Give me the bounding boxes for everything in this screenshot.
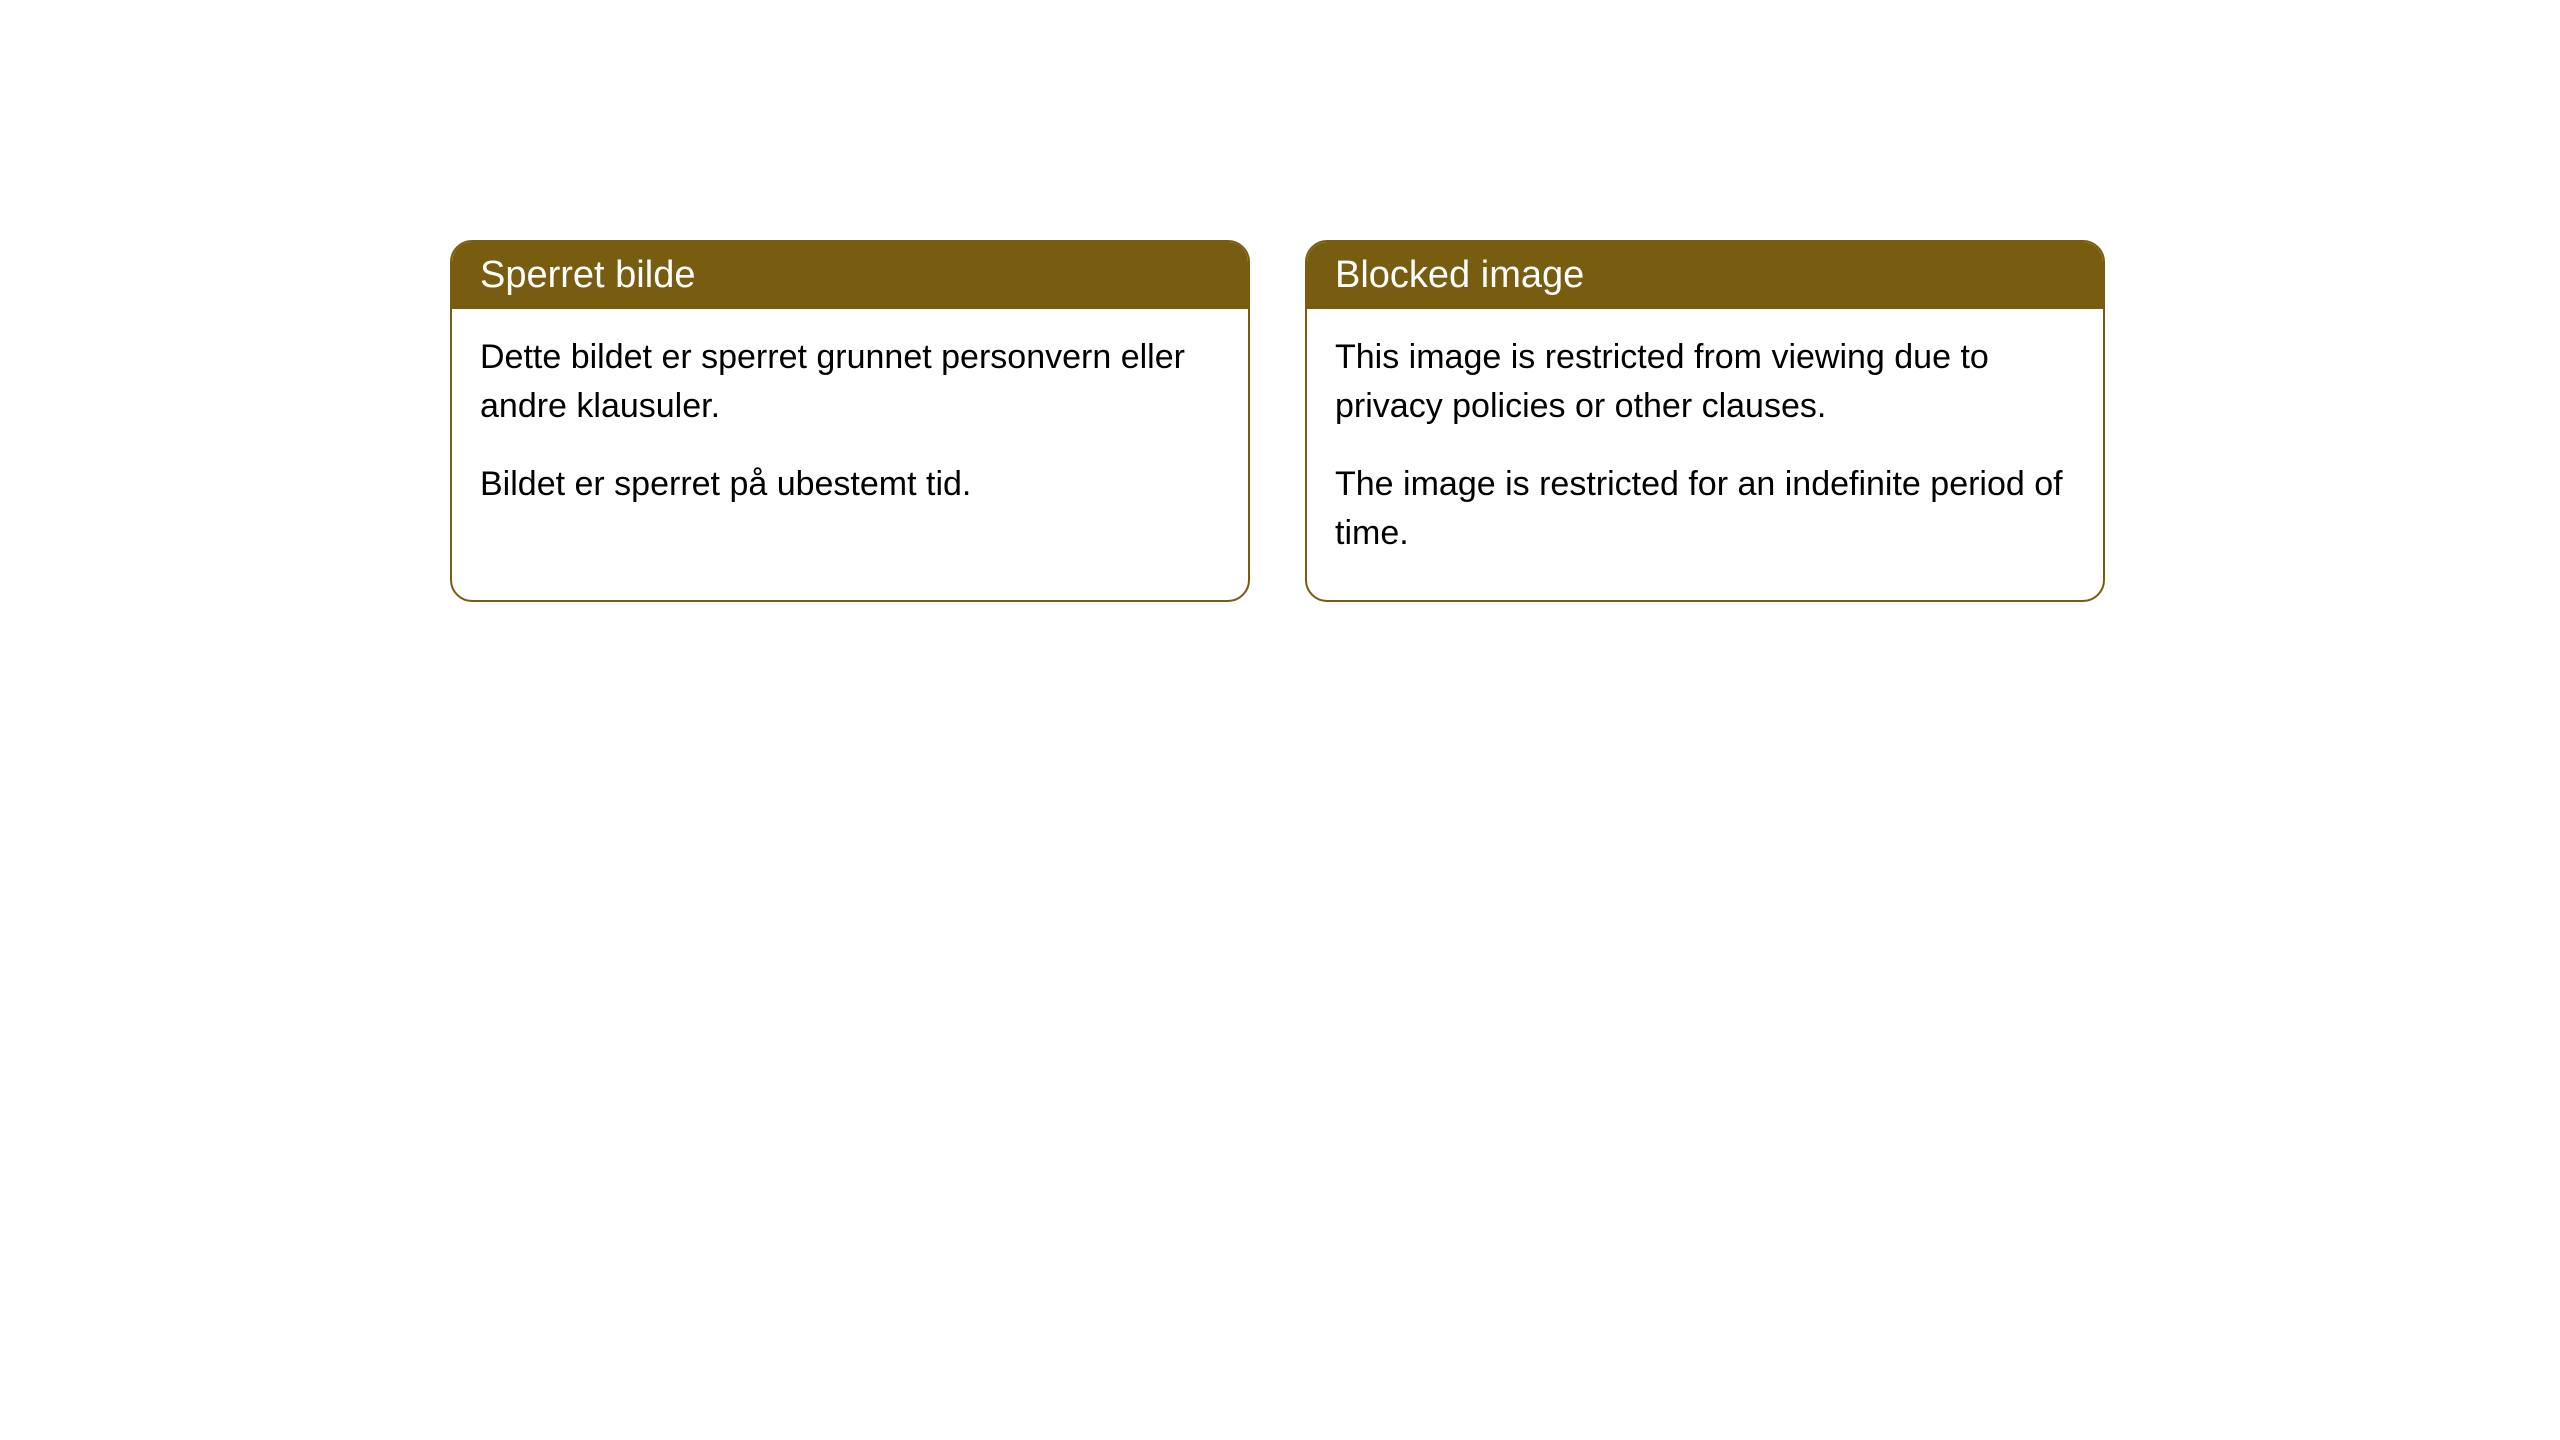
- card-title-en: Blocked image: [1335, 254, 1584, 296]
- card-body-en: This image is restricted from viewing du…: [1307, 309, 2103, 600]
- card-header-no: Sperret bilde: [452, 242, 1248, 309]
- card-body-no: Dette bildet er sperret grunnet personve…: [452, 309, 1248, 551]
- notice-container: Sperret bilde Dette bildet er sperret gr…: [450, 240, 2105, 602]
- card-paragraph-en-1: This image is restricted from viewing du…: [1335, 333, 2075, 432]
- card-paragraph-no-2: Bildet er sperret på ubestemt tid.: [480, 460, 1220, 509]
- card-title-no: Sperret bilde: [480, 254, 695, 296]
- card-paragraph-no-1: Dette bildet er sperret grunnet personve…: [480, 333, 1220, 432]
- blocked-image-card-no: Sperret bilde Dette bildet er sperret gr…: [450, 240, 1250, 602]
- card-header-en: Blocked image: [1307, 242, 2103, 309]
- card-paragraph-en-2: The image is restricted for an indefinit…: [1335, 460, 2075, 559]
- blocked-image-card-en: Blocked image This image is restricted f…: [1305, 240, 2105, 602]
